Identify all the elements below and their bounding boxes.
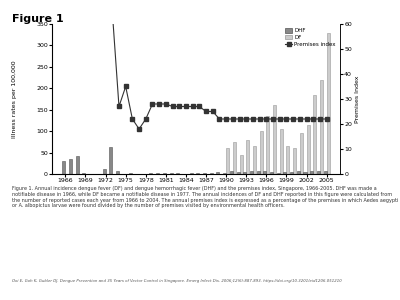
Text: Figure 1: Figure 1 [12,14,64,23]
Bar [196,173,199,174]
Bar [216,172,220,174]
Bar [273,105,276,174]
Premises index [277,117,282,121]
Premises index [237,117,242,121]
Premises index [230,117,235,121]
Premises index [177,105,182,108]
Premises index [197,105,202,108]
Bar [284,172,286,174]
Premises index [143,117,148,121]
Bar [190,173,193,174]
Bar [250,171,253,174]
Premises index [324,117,329,121]
Bar [210,173,213,174]
Bar [116,171,119,174]
Bar [233,142,236,174]
Bar [280,129,283,174]
Bar [266,116,269,174]
Text: Figure 1. Annual incidence dengue fever (DF) and dengue hemorrhagic fever (DHF) : Figure 1. Annual incidence dengue fever … [12,186,398,208]
Bar [317,171,320,174]
Bar [327,33,330,174]
Y-axis label: Illness rates per 100,000: Illness rates per 100,000 [12,60,18,138]
Premises index [130,117,135,121]
Bar [263,171,266,174]
Premises index [244,117,249,121]
Bar [102,169,106,174]
Bar [277,173,280,174]
Premises index [157,102,162,106]
Bar [129,173,132,174]
Premises index [298,117,302,121]
Bar [203,173,206,174]
Bar [246,140,249,174]
Bar [163,173,166,174]
Premises index [210,110,215,113]
Premises index [271,117,276,121]
Bar [230,171,233,174]
Bar [243,172,246,174]
Bar [253,146,256,174]
Legend: DHF, DF, Premises index: DHF, DF, Premises index [284,27,337,49]
Premises index [123,85,128,88]
Premises index [103,10,108,13]
Bar [226,148,229,174]
Bar [257,171,260,174]
Text: Ooi E, Goh K, Gubler DJ. Dengue Prevention and 35 Years of Vector Control in Sin: Ooi E, Goh K, Gubler DJ. Dengue Preventi… [12,279,342,283]
Premises index [110,10,115,13]
Bar [236,172,240,174]
Premises index [217,117,222,121]
Bar [270,172,273,174]
Premises index [184,105,188,108]
Premises index [284,117,289,121]
Premises index [170,105,175,108]
Premises index [318,117,322,121]
Bar [286,146,290,174]
Bar [150,173,152,174]
Bar [170,173,172,174]
Premises index [164,102,168,106]
Premises index [204,110,208,113]
Bar [82,173,86,174]
Bar [313,95,316,174]
Bar [310,171,313,174]
Y-axis label: Premises Index: Premises Index [355,75,360,123]
Premises index [116,105,121,108]
Bar [300,133,303,174]
Bar [76,156,79,174]
Premises index [250,117,255,121]
Bar [176,173,179,174]
Bar [297,171,300,174]
Premises index [137,127,142,131]
Bar [320,80,323,174]
Premises index [150,102,155,106]
Premises index [291,117,296,121]
Bar [304,172,306,174]
Bar [156,173,159,174]
Bar [223,173,226,174]
Bar [260,131,263,174]
Premises index [190,105,195,108]
Premises index [257,117,262,121]
Bar [290,172,293,174]
Line: Premises index: Premises index [64,0,328,131]
Bar [109,147,112,174]
Bar [240,155,242,174]
Bar [69,159,72,174]
Bar [293,148,296,174]
Premises index [264,117,269,121]
Premises index [311,117,316,121]
Premises index [224,117,228,121]
Bar [306,125,310,174]
Premises index [96,10,101,13]
Bar [324,171,327,174]
Premises index [90,5,94,8]
Bar [62,161,65,174]
Premises index [304,117,309,121]
